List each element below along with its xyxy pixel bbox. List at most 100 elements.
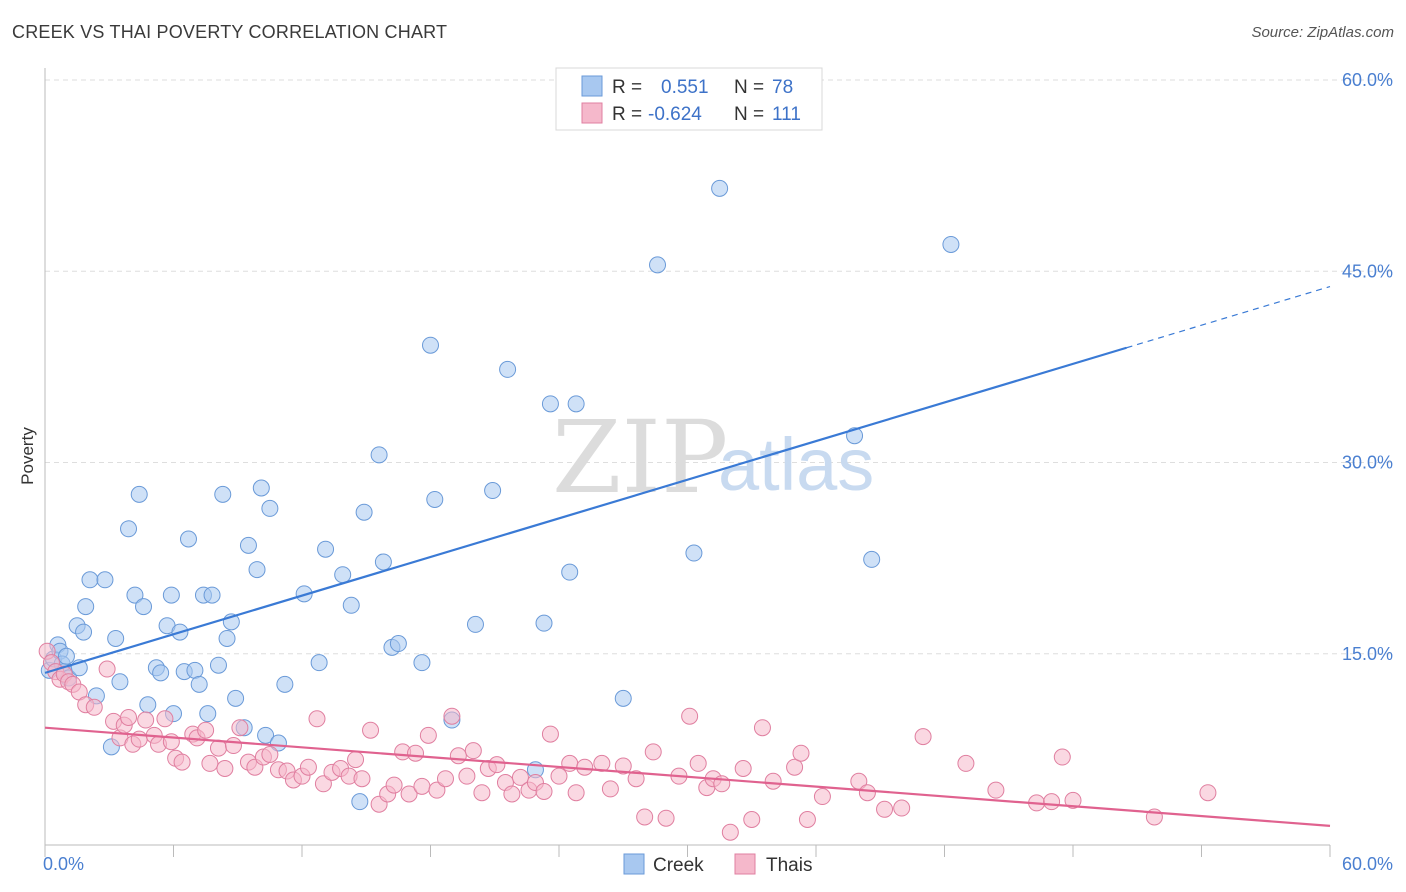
thais-point: [488, 756, 506, 774]
y-tick-label: 45.0%: [1342, 261, 1393, 281]
y-tick-labels: 15.0% 30.0% 45.0% 60.0%: [1342, 70, 1393, 664]
creek-point: [135, 598, 153, 616]
axes: [44, 68, 1331, 857]
thais-point: [347, 751, 365, 769]
bottom-legend-creek: Creek: [653, 855, 704, 876]
creek-point: [649, 256, 667, 274]
x-tick-label: 60.0%: [1342, 854, 1393, 874]
creek-point: [179, 530, 197, 548]
thais-point: [601, 780, 619, 798]
creek-point: [199, 705, 217, 723]
thais-point: [362, 721, 380, 739]
creek-point: [942, 235, 960, 253]
thais-point: [98, 660, 116, 678]
thais-point: [216, 760, 234, 777]
thais-point: [786, 758, 804, 776]
creek-point: [130, 485, 148, 503]
thais-point: [464, 742, 482, 760]
thais-point: [173, 753, 191, 771]
thais-point: [644, 743, 662, 761]
creek-point: [214, 485, 232, 503]
source-credit: Source: ZipAtlas.com: [1251, 24, 1394, 41]
thais-point: [734, 760, 752, 777]
thais-point: [1199, 784, 1217, 802]
thais-point: [314, 775, 332, 793]
thais-point: [231, 719, 249, 737]
creek-point: [484, 482, 502, 500]
bottom-legend-swatch-creek: [623, 853, 645, 875]
creek-point: [107, 629, 125, 647]
thais-point: [503, 785, 521, 803]
creek-point: [162, 586, 180, 604]
creek-point: [614, 689, 632, 707]
thais-point: [636, 808, 654, 826]
legend-thais-r-label: R =: [612, 104, 642, 125]
creek-point: [317, 540, 335, 558]
creek-point: [370, 446, 388, 464]
thais-point: [1043, 793, 1061, 811]
legend-thais-n-value: 111: [772, 104, 801, 125]
thais-point: [957, 754, 975, 772]
thais-point: [473, 784, 491, 802]
creek-point: [252, 479, 270, 497]
creek-point: [261, 499, 279, 517]
y-tick-label: 60.0%: [1342, 70, 1393, 90]
thais-point: [137, 711, 155, 729]
creek-point: [561, 563, 579, 581]
x-tick-labels: 0.0% 60.0%: [43, 854, 1393, 874]
creek-point: [186, 661, 204, 679]
creek-point: [541, 395, 559, 413]
creek-point: [567, 395, 585, 413]
thais-point: [567, 784, 585, 802]
creek-point: [355, 503, 373, 521]
legend-thais-n-label: N =: [734, 104, 764, 125]
thais-point: [893, 799, 911, 817]
thais-point: [798, 811, 816, 828]
thais-point: [197, 721, 215, 739]
thais-point: [627, 770, 645, 788]
creek-point: [227, 689, 245, 707]
thais-point: [413, 777, 431, 795]
creek-point: [711, 179, 729, 197]
thais-point: [308, 710, 326, 728]
thais-point: [353, 770, 371, 788]
trend-lines: [44, 285, 1331, 827]
watermark: ZIP atlas: [552, 399, 874, 516]
x-tick-label: 0.0%: [43, 854, 84, 874]
creek-point: [535, 614, 553, 632]
thais-point: [400, 785, 418, 803]
thais-point: [614, 757, 632, 775]
creek-point: [126, 586, 144, 604]
thais-point: [436, 770, 454, 788]
thais-point: [511, 768, 529, 786]
thais-point: [813, 788, 831, 806]
legend-swatch-creek: [581, 75, 603, 97]
chart-title: CREEK VS THAI POVERTY CORRELATION CHART: [12, 22, 448, 42]
thais-point: [593, 754, 611, 772]
thais-point: [201, 754, 219, 772]
thais-trend-line: [44, 726, 1331, 827]
creek-point: [426, 490, 444, 508]
thais-point: [753, 719, 771, 737]
y-axis-label: Poverty: [18, 427, 37, 485]
y-tick-label: 15.0%: [1342, 644, 1393, 664]
creek-point: [466, 615, 484, 633]
creek-point: [257, 726, 275, 744]
thais-point: [419, 726, 437, 744]
thais-point: [576, 758, 594, 776]
thais-point: [792, 744, 810, 762]
bottom-legend: Creek Thais: [623, 853, 812, 876]
thais-point: [987, 781, 1005, 799]
creek-point: [276, 675, 294, 693]
creek-point: [269, 734, 287, 752]
bottom-legend-thais: Thais: [766, 855, 812, 876]
creek-point: [81, 571, 99, 589]
creek-point: [218, 629, 236, 647]
creek-point: [342, 596, 360, 614]
thais-point: [535, 782, 553, 800]
thais-point: [449, 747, 467, 765]
creek-point: [685, 544, 703, 562]
thais-point: [681, 707, 699, 725]
thais-point: [85, 698, 103, 716]
